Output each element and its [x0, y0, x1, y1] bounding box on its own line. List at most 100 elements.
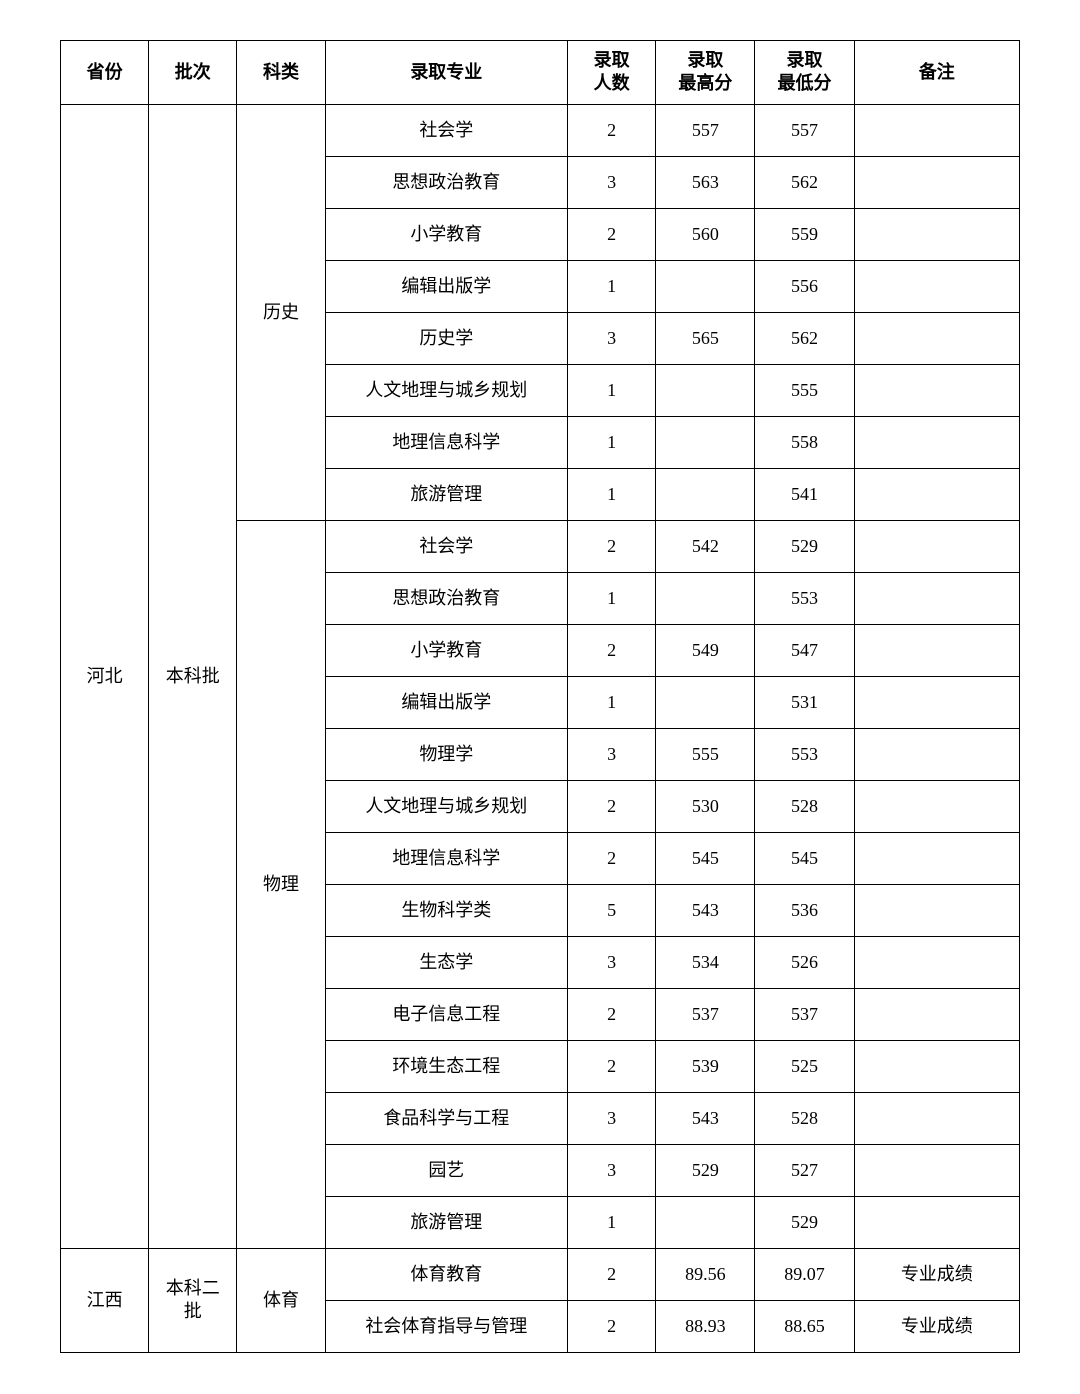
- cell-low: 527: [755, 1144, 854, 1196]
- cell-count: 2: [568, 520, 656, 572]
- cell-count: 5: [568, 884, 656, 936]
- header-high: 录取最高分: [656, 41, 755, 105]
- cell-high: 545: [656, 832, 755, 884]
- cell-remark: [854, 520, 1019, 572]
- cell-major: 园艺: [325, 1144, 568, 1196]
- cell-major: 社会学: [325, 520, 568, 572]
- cell-major: 编辑出版学: [325, 676, 568, 728]
- cell-low: 528: [755, 780, 854, 832]
- table-body: 河北本科批历史社会学2557557思想政治教育3563562小学教育256055…: [61, 104, 1020, 1352]
- header-subject: 科类: [237, 41, 325, 105]
- header-batch: 批次: [149, 41, 237, 105]
- cell-count: 1: [568, 364, 656, 416]
- cell-count: 3: [568, 156, 656, 208]
- cell-high: 565: [656, 312, 755, 364]
- cell-major: 历史学: [325, 312, 568, 364]
- cell-batch: 本科批: [149, 104, 237, 1248]
- cell-remark: [854, 624, 1019, 676]
- cell-remark: [854, 156, 1019, 208]
- cell-major: 人文地理与城乡规划: [325, 364, 568, 416]
- cell-high: [656, 364, 755, 416]
- cell-batch: 本科二批: [149, 1248, 237, 1352]
- cell-remark: [854, 104, 1019, 156]
- cell-remark: [854, 312, 1019, 364]
- cell-remark: [854, 1092, 1019, 1144]
- cell-low: 553: [755, 728, 854, 780]
- cell-count: 2: [568, 1040, 656, 1092]
- cell-count: 3: [568, 728, 656, 780]
- cell-major: 地理信息科学: [325, 832, 568, 884]
- cell-major: 思想政治教育: [325, 572, 568, 624]
- cell-low: 545: [755, 832, 854, 884]
- cell-remark: [854, 1196, 1019, 1248]
- cell-high: [656, 572, 755, 624]
- cell-remark: [854, 728, 1019, 780]
- cell-subject: 体育: [237, 1248, 325, 1352]
- cell-low: 529: [755, 1196, 854, 1248]
- cell-low: 555: [755, 364, 854, 416]
- cell-low: 541: [755, 468, 854, 520]
- cell-low: 537: [755, 988, 854, 1040]
- cell-remark: [854, 936, 1019, 988]
- cell-high: 539: [656, 1040, 755, 1092]
- table-row: 河北本科批历史社会学2557557: [61, 104, 1020, 156]
- cell-remark: [854, 832, 1019, 884]
- cell-low: 528: [755, 1092, 854, 1144]
- cell-remark: [854, 468, 1019, 520]
- cell-remark: [854, 208, 1019, 260]
- cell-low: 562: [755, 312, 854, 364]
- cell-low: 536: [755, 884, 854, 936]
- cell-remark: [854, 416, 1019, 468]
- cell-count: 2: [568, 208, 656, 260]
- header-province: 省份: [61, 41, 149, 105]
- cell-province: 河北: [61, 104, 149, 1248]
- cell-major: 思想政治教育: [325, 156, 568, 208]
- cell-low: 558: [755, 416, 854, 468]
- cell-high: [656, 260, 755, 312]
- cell-high: 560: [656, 208, 755, 260]
- cell-count: 2: [568, 624, 656, 676]
- cell-subject: 物理: [237, 520, 325, 1248]
- cell-count: 3: [568, 1144, 656, 1196]
- cell-province: 江西: [61, 1248, 149, 1352]
- cell-count: 1: [568, 1196, 656, 1248]
- cell-count: 1: [568, 416, 656, 468]
- cell-remark: [854, 1040, 1019, 1092]
- cell-major: 旅游管理: [325, 468, 568, 520]
- cell-remark: [854, 988, 1019, 1040]
- cell-major: 电子信息工程: [325, 988, 568, 1040]
- cell-count: 3: [568, 1092, 656, 1144]
- header-remark: 备注: [854, 41, 1019, 105]
- cell-major: 食品科学与工程: [325, 1092, 568, 1144]
- cell-count: 2: [568, 1248, 656, 1300]
- cell-low: 88.65: [755, 1300, 854, 1352]
- cell-major: 小学教育: [325, 624, 568, 676]
- cell-major: 社会学: [325, 104, 568, 156]
- cell-remark: [854, 884, 1019, 936]
- cell-high: 542: [656, 520, 755, 572]
- cell-remark: [854, 780, 1019, 832]
- cell-major: 社会体育指导与管理: [325, 1300, 568, 1352]
- cell-major: 环境生态工程: [325, 1040, 568, 1092]
- cell-count: 3: [568, 936, 656, 988]
- cell-remark: [854, 1144, 1019, 1196]
- cell-remark: 专业成绩: [854, 1248, 1019, 1300]
- cell-high: 549: [656, 624, 755, 676]
- cell-remark: [854, 364, 1019, 416]
- cell-high: 563: [656, 156, 755, 208]
- cell-high: [656, 468, 755, 520]
- cell-low: 529: [755, 520, 854, 572]
- cell-count: 1: [568, 260, 656, 312]
- cell-high: 557: [656, 104, 755, 156]
- cell-remark: 专业成绩: [854, 1300, 1019, 1352]
- cell-high: 555: [656, 728, 755, 780]
- cell-remark: [854, 676, 1019, 728]
- cell-count: 1: [568, 676, 656, 728]
- cell-low: 526: [755, 936, 854, 988]
- cell-count: 1: [568, 468, 656, 520]
- cell-high: 543: [656, 884, 755, 936]
- cell-major: 旅游管理: [325, 1196, 568, 1248]
- cell-low: 547: [755, 624, 854, 676]
- admission-table: 省份 批次 科类 录取专业 录取人数 录取最高分 录取最低分 备注 河北本科批历…: [60, 40, 1020, 1353]
- cell-count: 2: [568, 988, 656, 1040]
